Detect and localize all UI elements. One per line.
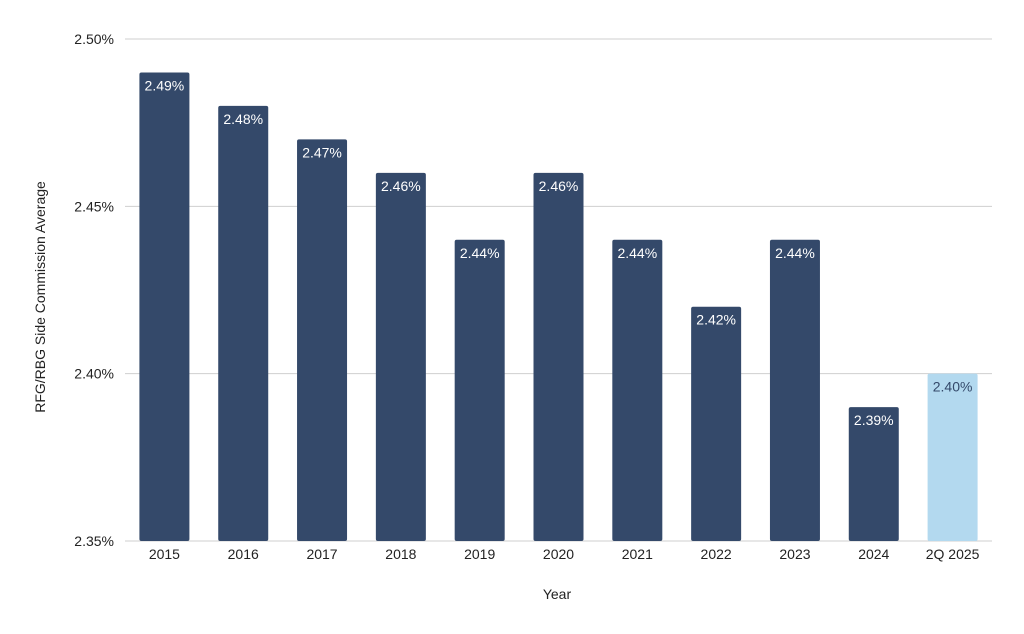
y-axis-ticks: 2.35% 2.40% 2.45% 2.50%: [74, 31, 114, 549]
y-axis-title: RFG/RBG Side Commission Average: [32, 181, 48, 413]
data-label: 2.49%: [145, 77, 185, 93]
bar: [375, 172, 426, 541]
data-label: 2.44%: [617, 245, 657, 261]
x-tick-label: 2015: [149, 546, 180, 562]
x-tick-label: 2023: [779, 546, 810, 562]
data-label: 2.39%: [854, 412, 894, 428]
bar: [218, 105, 269, 541]
bar: [769, 239, 820, 542]
data-label: 2.44%: [775, 245, 815, 261]
data-labels: 2.49% 2.48% 2.47% 2.46% 2.44% 2.46% 2.44% 2.42%…: [145, 77, 973, 428]
x-tick-label: 2019: [464, 546, 495, 562]
x-tick-label: 2020: [543, 546, 574, 562]
y-tick-label: 2.35%: [74, 533, 114, 549]
data-label: 2.40%: [933, 379, 973, 395]
data-label: 2.42%: [696, 312, 736, 328]
bar: [533, 172, 584, 541]
bar: [848, 407, 899, 541]
bar: [612, 239, 663, 542]
x-tick-label: 2021: [622, 546, 653, 562]
data-label: 2.46%: [381, 178, 421, 194]
x-tick-label: 2022: [701, 546, 732, 562]
y-tick-label: 2.45%: [74, 198, 114, 214]
x-tick-label: 2Q 2025: [926, 546, 980, 562]
bar: [691, 306, 742, 541]
x-tick-label: 2018: [385, 546, 416, 562]
data-label: 2.44%: [460, 245, 500, 261]
bar: [297, 139, 348, 541]
bars: [139, 72, 978, 542]
bar: [927, 373, 978, 541]
bar: [454, 239, 505, 542]
x-tick-label: 2024: [858, 546, 889, 562]
x-tick-label: 2017: [306, 546, 337, 562]
bar: [139, 72, 190, 541]
y-tick-label: 2.50%: [74, 31, 114, 47]
x-tick-label: 2016: [228, 546, 259, 562]
y-tick-label: 2.40%: [74, 366, 114, 382]
x-axis-ticks: 2015 2016 2017 2018 2019 2020 2021 2022 2023 2024…: [149, 546, 980, 562]
x-axis-title: Year: [543, 586, 572, 602]
data-label: 2.46%: [539, 178, 579, 194]
data-label: 2.47%: [302, 144, 342, 160]
data-label: 2.48%: [223, 111, 263, 127]
